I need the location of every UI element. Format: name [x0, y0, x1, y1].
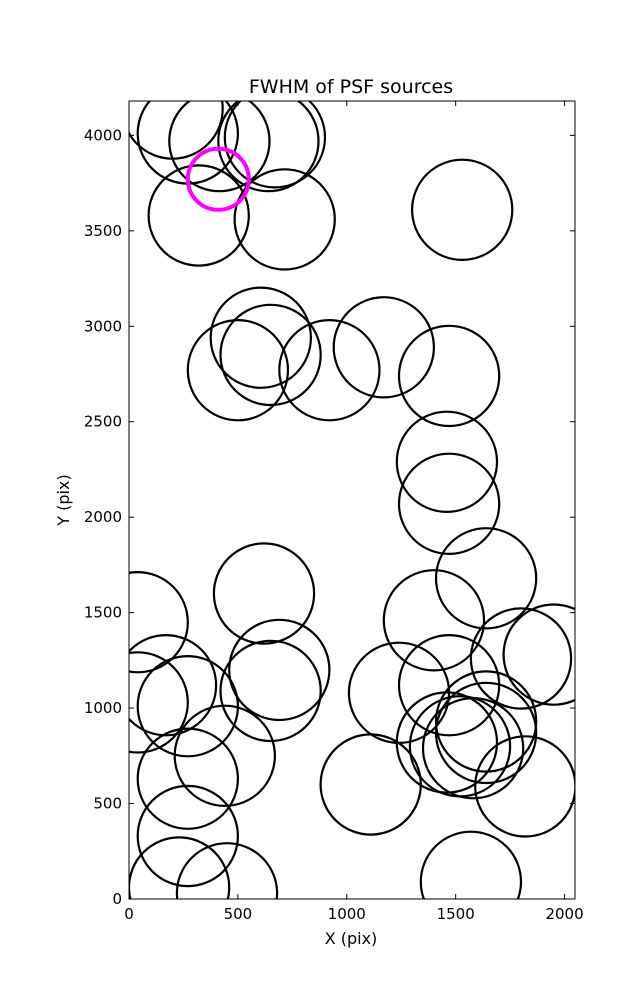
highlighted-source-marker [185, 146, 251, 212]
source-marker [129, 634, 218, 737]
y-tick-label: 500 [93, 795, 122, 813]
source-marker [421, 697, 525, 800]
source-marker [212, 542, 316, 645]
x-tick-label: 1500 [437, 905, 475, 923]
source-marker [319, 733, 422, 836]
x-axis-label: X (pix) [325, 929, 378, 948]
y-tick-label: 3000 [84, 317, 122, 335]
source-marker [434, 681, 538, 785]
x-axis: 0 500 1000 1500 2000 [124, 101, 584, 923]
source-marker [233, 168, 336, 271]
y-tick-label: 2000 [84, 508, 122, 526]
x-tick-label: 500 [224, 905, 253, 923]
y-axis: 0 500 1000 1500 2000 2500 3000 3500 4000 [84, 126, 575, 908]
chart-title: FWHM of PSF sources [249, 76, 453, 98]
source-marker [434, 527, 538, 630]
source-marker [397, 452, 501, 555]
x-tick-label: 0 [124, 905, 134, 923]
source-marker [332, 296, 435, 399]
source-marker [209, 286, 312, 389]
source-marker [168, 101, 271, 193]
source-marker [129, 571, 189, 674]
source-marker [397, 324, 501, 428]
y-tick-label: 4000 [84, 126, 122, 144]
source-marker [136, 784, 240, 888]
source-marker [219, 639, 322, 743]
x-tick-label: 1000 [328, 905, 366, 923]
source-marker [136, 727, 240, 830]
source-marker [147, 164, 250, 267]
source-marker [434, 670, 538, 773]
source-marker [175, 842, 279, 899]
plot-frame [128, 100, 576, 900]
y-tick-label: 1000 [84, 699, 122, 717]
source-marker [419, 830, 523, 899]
source-marker [219, 303, 322, 407]
y-axis-label: Y (pix) [54, 474, 73, 526]
y-tick-label: 0 [112, 890, 122, 908]
source-marker [278, 319, 381, 422]
source-marker [186, 319, 290, 422]
source-marker [228, 618, 331, 722]
source-marker [136, 655, 240, 758]
source-marker [502, 603, 575, 706]
source-marker [129, 836, 231, 899]
source-marker [382, 569, 486, 672]
x-tick-label: 2000 [545, 905, 583, 923]
y-tick-label: 3500 [84, 222, 122, 240]
psf-source-marks [129, 101, 575, 899]
source-marker [223, 101, 327, 189]
y-tick-label: 2500 [84, 413, 122, 431]
source-marker [469, 607, 573, 710]
source-marker [217, 101, 320, 193]
source-marker [411, 158, 514, 262]
source-marker [395, 410, 499, 513]
source-marker [173, 704, 277, 808]
y-tick-label: 1500 [84, 604, 122, 622]
source-marker [474, 735, 575, 838]
source-marker [129, 651, 189, 754]
